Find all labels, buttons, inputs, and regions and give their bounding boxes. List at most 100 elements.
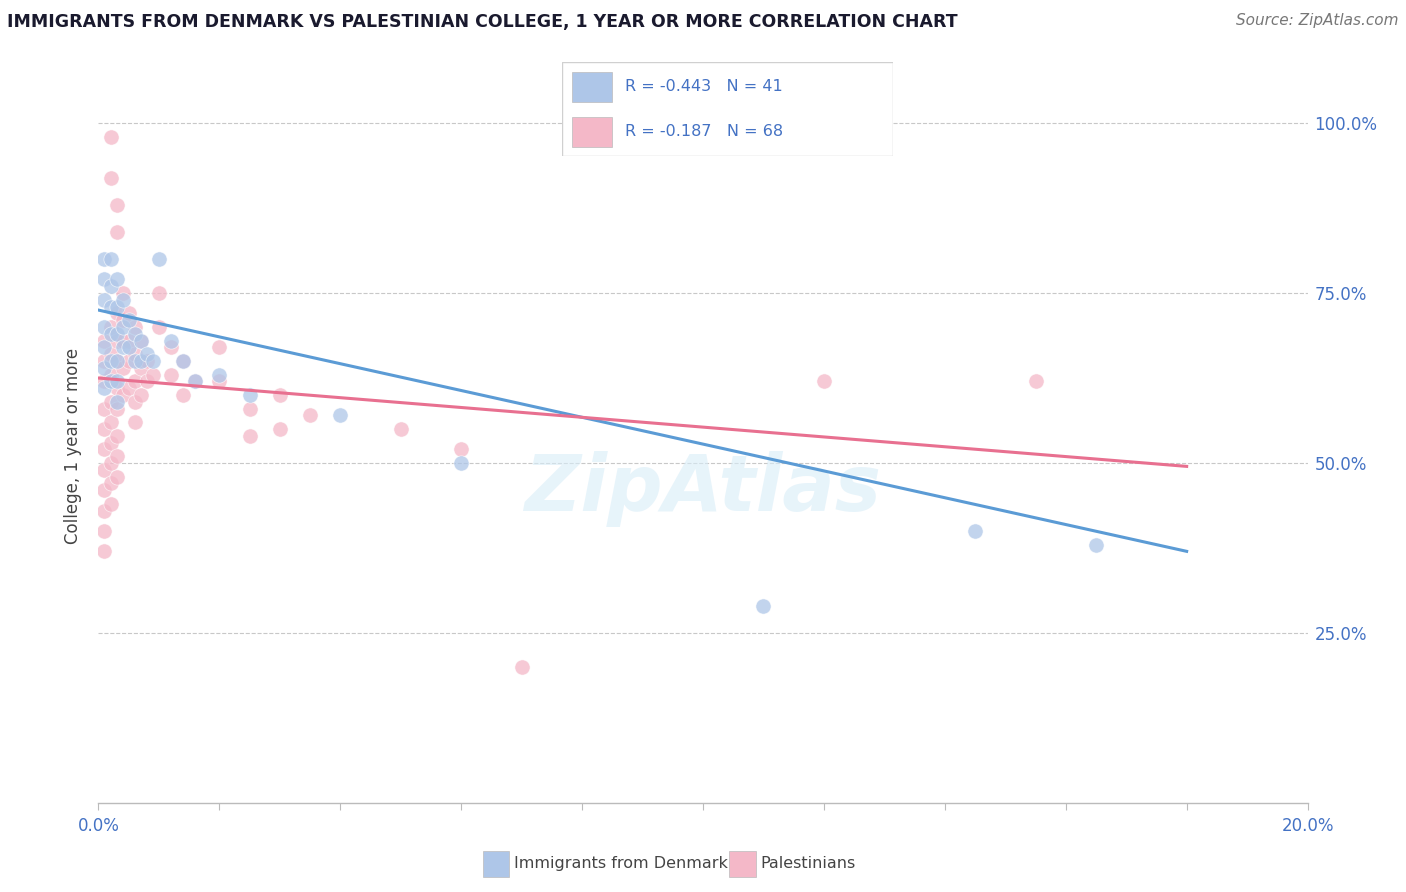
Point: [100, 456, 122, 470]
Point: [172, 354, 194, 368]
Point: [100, 300, 122, 314]
Point: [148, 320, 170, 334]
Point: [105, 272, 128, 286]
Point: [105, 354, 128, 368]
Text: Palestinians: Palestinians: [761, 855, 856, 871]
Bar: [730, 851, 755, 877]
Point: [142, 368, 165, 382]
Point: [105, 375, 128, 389]
Point: [148, 286, 170, 301]
Point: [93, 272, 115, 286]
Point: [118, 341, 141, 355]
Point: [93, 381, 115, 395]
Point: [105, 198, 128, 212]
Point: [239, 388, 262, 402]
Point: [129, 334, 152, 348]
Point: [111, 293, 134, 307]
Point: [105, 449, 128, 463]
Point: [93, 320, 115, 334]
Text: R = -0.187   N = 68: R = -0.187 N = 68: [626, 124, 783, 139]
Point: [105, 469, 128, 483]
Point: [813, 375, 835, 389]
Point: [100, 497, 122, 511]
Point: [111, 360, 134, 375]
Point: [105, 225, 128, 239]
Point: [100, 394, 122, 409]
Text: Immigrants from Denmark: Immigrants from Denmark: [515, 855, 728, 871]
Point: [299, 409, 322, 423]
Point: [329, 409, 352, 423]
Point: [93, 401, 115, 416]
Text: R = -0.443   N = 41: R = -0.443 N = 41: [626, 79, 783, 95]
Point: [450, 456, 472, 470]
Point: [93, 483, 115, 498]
Point: [100, 320, 122, 334]
Bar: [572, 117, 612, 147]
Point: [269, 422, 291, 436]
Point: [111, 388, 134, 402]
Point: [135, 375, 157, 389]
Point: [93, 360, 115, 375]
Point: [105, 334, 128, 348]
Point: [124, 347, 146, 361]
Point: [129, 360, 152, 375]
Point: [269, 388, 291, 402]
Point: [105, 354, 128, 368]
Point: [135, 347, 157, 361]
Point: [160, 341, 183, 355]
Point: [93, 354, 115, 368]
Point: [118, 334, 141, 348]
Point: [111, 341, 134, 355]
Point: [752, 599, 775, 613]
Y-axis label: College, 1 year or more: College, 1 year or more: [65, 348, 83, 544]
Point: [93, 422, 115, 436]
Bar: [484, 851, 509, 877]
Point: [118, 354, 141, 368]
Point: [208, 375, 231, 389]
Point: [100, 129, 122, 144]
Point: [208, 341, 231, 355]
Point: [105, 381, 128, 395]
Point: [100, 368, 122, 382]
Point: [184, 375, 207, 389]
Point: [105, 394, 128, 409]
Point: [105, 306, 128, 320]
Point: [100, 354, 122, 368]
Point: [100, 326, 122, 341]
Point: [450, 442, 472, 457]
Point: [389, 422, 412, 436]
Point: [93, 544, 115, 558]
Point: [93, 334, 115, 348]
Point: [105, 401, 128, 416]
Point: [93, 375, 115, 389]
Point: [124, 354, 146, 368]
Point: [124, 394, 146, 409]
Point: [172, 388, 194, 402]
Point: [100, 170, 122, 185]
Point: [148, 252, 170, 266]
Text: IMMIGRANTS FROM DENMARK VS PALESTINIAN COLLEGE, 1 YEAR OR MORE CORRELATION CHART: IMMIGRANTS FROM DENMARK VS PALESTINIAN C…: [7, 13, 957, 31]
FancyBboxPatch shape: [562, 62, 893, 156]
Point: [105, 326, 128, 341]
Point: [124, 326, 146, 341]
Point: [105, 300, 128, 314]
Point: [160, 334, 183, 348]
Point: [100, 279, 122, 293]
Point: [965, 524, 987, 538]
Point: [124, 375, 146, 389]
Point: [93, 341, 115, 355]
Point: [1024, 375, 1046, 389]
Point: [111, 334, 134, 348]
Point: [129, 354, 152, 368]
Point: [510, 660, 533, 674]
Point: [124, 320, 146, 334]
Point: [100, 252, 122, 266]
Text: Source: ZipAtlas.com: Source: ZipAtlas.com: [1236, 13, 1399, 29]
Point: [111, 313, 134, 327]
Point: [129, 334, 152, 348]
Bar: [572, 72, 612, 102]
Point: [93, 463, 115, 477]
Point: [184, 375, 207, 389]
Point: [93, 503, 115, 517]
Point: [1085, 537, 1108, 551]
